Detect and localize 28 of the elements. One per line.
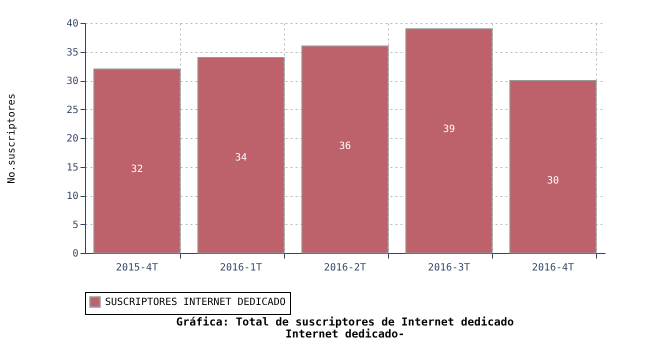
bar xyxy=(93,68,181,254)
data-label: 39 xyxy=(442,124,456,135)
bar xyxy=(301,46,389,254)
data-label: 34 xyxy=(234,152,248,164)
y-tick-label: 40 xyxy=(66,18,78,30)
y-tick-label: 15 xyxy=(66,162,78,174)
y-tick-label: 0 xyxy=(72,248,78,260)
y-tick-label: 30 xyxy=(66,76,78,87)
x-tick-label: 2016-4T xyxy=(532,262,574,274)
text: Gráfica: Total de suscriptores de Internet dedicado xyxy=(176,316,514,328)
data-label: 36 xyxy=(338,141,352,152)
data-label: 32 xyxy=(130,164,144,175)
bar xyxy=(405,28,493,254)
bar xyxy=(197,57,285,254)
bar xyxy=(509,80,597,254)
data-label: 30 xyxy=(546,176,560,186)
y-tick-label: 10 xyxy=(66,191,78,202)
x-tick-label: 2016-2T xyxy=(324,262,366,274)
y-tick-label: 5 xyxy=(72,220,78,231)
x-tick-label: 2015-4T xyxy=(116,262,158,274)
x-tick-label: 2016-1T xyxy=(220,262,262,274)
text: Internet dedicado- xyxy=(285,328,405,340)
x-tick-label: 2016-3T xyxy=(428,262,470,274)
y-tick-label: 35 xyxy=(66,47,78,58)
y-tick-label: 20 xyxy=(66,134,78,144)
legend-label: SUSCRIPTORES INTERNET DEDICADO xyxy=(105,297,286,308)
y-axis-title: No.suscriptores xyxy=(6,93,18,184)
y-tick-label: 25 xyxy=(66,104,78,116)
